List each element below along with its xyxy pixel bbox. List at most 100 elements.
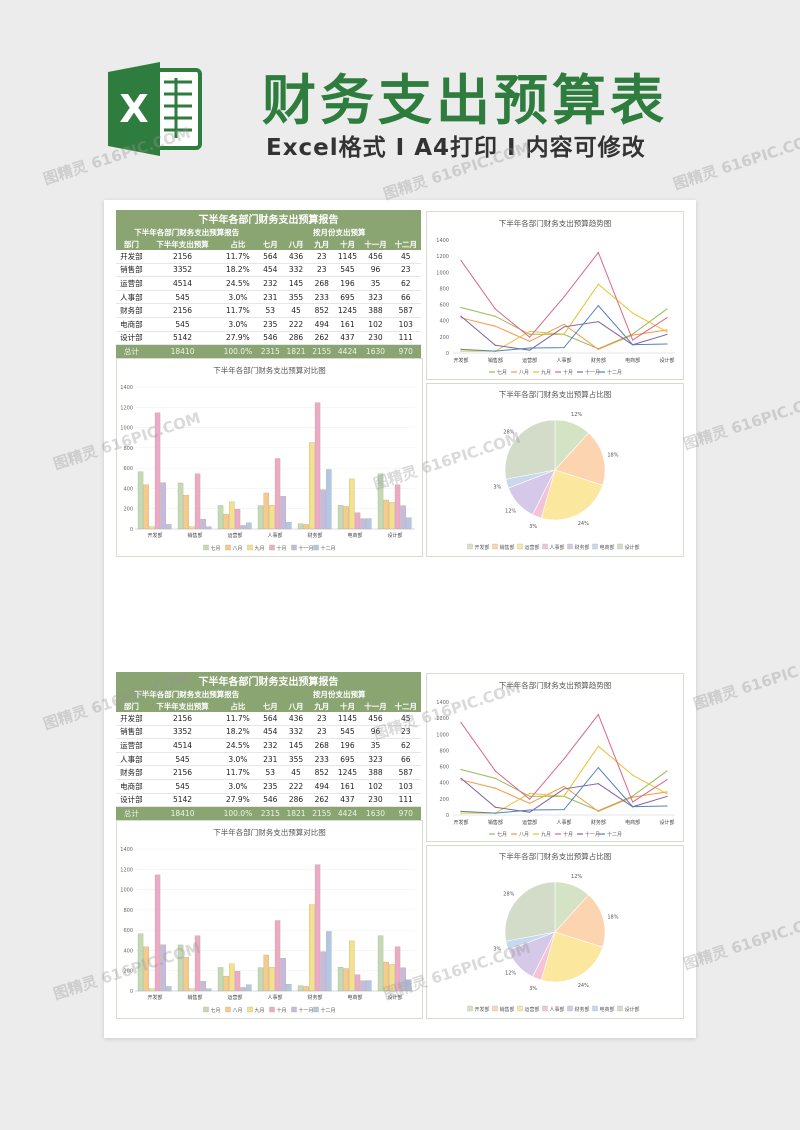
pie-data-label: 18% xyxy=(607,452,618,458)
total-cell: 18410 xyxy=(146,806,219,820)
table-cell: 2156 xyxy=(146,250,219,264)
y-tick-label: 400 xyxy=(123,486,133,492)
y-tick-label: 1000 xyxy=(120,888,133,894)
pie-slice-销售部 xyxy=(554,432,606,486)
table-row: 电商部 545 3.0% 235 222 494 161 102 103 xyxy=(116,317,421,332)
legend-label: 十二月 xyxy=(607,831,622,838)
column-header: 七月 xyxy=(257,238,284,250)
table-cell: 454 xyxy=(257,263,284,278)
line-point xyxy=(460,810,462,812)
line-chart-title: 下半年各部门财务支出预算趋势图 xyxy=(498,681,612,690)
legend-label: 电商部 xyxy=(600,1006,615,1013)
table-cell: 103 xyxy=(390,779,421,794)
total-cell: 总计 xyxy=(116,344,147,358)
bar-运营部-八月 xyxy=(223,976,229,992)
table-cell: 35 xyxy=(360,276,391,291)
legend-label: 八月 xyxy=(233,546,243,552)
table-cell: 人事部 xyxy=(116,290,147,305)
legend-label: 八月 xyxy=(519,832,529,838)
legend-swatch xyxy=(247,544,253,551)
table-cell: 436 xyxy=(283,250,309,264)
y-tick-label: 600 xyxy=(439,303,449,309)
legend-label: 人事部 xyxy=(550,544,565,551)
y-tick-label: 200 xyxy=(123,507,133,513)
series-line-十二月 xyxy=(460,304,668,352)
line-point xyxy=(632,339,634,341)
pie-data-label: 28% xyxy=(503,892,514,898)
line-point xyxy=(597,783,599,785)
line-point xyxy=(529,340,531,342)
line-point xyxy=(597,767,599,769)
bar-人事部-十一月 xyxy=(280,496,286,530)
table-cell: 111 xyxy=(390,793,421,808)
bar-财务部-九月 xyxy=(309,442,315,530)
line-point xyxy=(460,306,462,309)
line-point xyxy=(563,758,565,760)
bar-chart-panel: 下半年各部门财务支出预算对比图 0 200 400 600 800 1000 1200 1400… xyxy=(116,820,423,1019)
table-group-header: 下半年各部门财务支出预算报告 xyxy=(116,226,258,238)
table-cell: 3.0% xyxy=(218,779,258,794)
table-cell: 设计部 xyxy=(116,331,147,346)
legend-swatch xyxy=(567,543,573,550)
table-row: 财务部 2156 11.7% 53 45 852 1245 388 587 xyxy=(116,765,421,780)
line-point xyxy=(460,721,462,724)
total-cell: 1821 xyxy=(283,344,309,358)
table-cell: 222 xyxy=(283,779,309,794)
x-tick-label: 设计部 xyxy=(387,532,402,539)
line-point xyxy=(632,806,634,808)
bar-电商部-九月 xyxy=(349,940,355,992)
legend-swatch xyxy=(592,1005,598,1012)
table-cell: 695 xyxy=(334,752,361,767)
pie-data-label: 24% xyxy=(578,983,589,989)
line-point xyxy=(632,795,634,797)
legend-swatch xyxy=(467,1005,473,1012)
total-cell: 100.0% xyxy=(218,344,258,358)
line-point xyxy=(563,809,565,811)
legend-label: 开发部 xyxy=(475,544,490,551)
table-cell: 161 xyxy=(334,779,361,794)
total-cell: 2155 xyxy=(308,344,335,358)
legend-swatch xyxy=(517,1005,523,1012)
bar-财务部-七月 xyxy=(297,985,304,992)
column-header: 占比 xyxy=(218,238,258,250)
watermark: 图精灵 616PIC.COM xyxy=(681,908,800,974)
legend-swatch xyxy=(617,1005,623,1012)
line-point xyxy=(597,283,599,285)
line-point xyxy=(529,333,531,335)
bar-运营部-十一月 xyxy=(240,525,246,530)
table-cell: 268 xyxy=(308,276,335,291)
line-point xyxy=(460,350,462,352)
table-cell: 355 xyxy=(283,752,309,767)
table-cell: 45 xyxy=(390,712,421,726)
table-cell: 286 xyxy=(283,793,309,808)
table-cell: 546 xyxy=(257,331,284,346)
table-cell: 545 xyxy=(334,263,361,278)
line-point xyxy=(460,259,462,262)
table-cell: 62 xyxy=(390,276,421,291)
table-cell: 232 xyxy=(257,276,284,291)
table-cell: 332 xyxy=(283,725,309,740)
column-header: 九月 xyxy=(308,700,335,712)
bar-人事部-七月 xyxy=(257,967,264,992)
line-point xyxy=(460,812,462,814)
table-cell: 222 xyxy=(283,317,309,332)
legend-label: 十一月 xyxy=(585,369,600,376)
legend-label: 财务部 xyxy=(575,1006,590,1013)
bar-财务部-十月 xyxy=(314,402,321,530)
bar-运营部-十月 xyxy=(234,970,241,992)
column-header: 占比 xyxy=(218,700,258,712)
x-tick-label: 运营部 xyxy=(227,994,242,1001)
bar-财务部-八月 xyxy=(303,986,309,992)
table-cell: 587 xyxy=(390,765,421,780)
table-row: 设计部 5142 27.9% 546 286 262 437 230 111 xyxy=(116,793,421,808)
y-tick-label: 200 xyxy=(439,335,449,341)
table-cell: 161 xyxy=(334,317,361,332)
x-tick-label: 开发部 xyxy=(453,819,468,826)
table-cell: 695 xyxy=(334,290,361,305)
table-cell: 3.0% xyxy=(218,752,258,767)
table-cell: 27.9% xyxy=(218,331,258,346)
table-cell: 24.5% xyxy=(218,276,258,291)
line-point xyxy=(666,317,668,319)
legend-label: 十月 xyxy=(277,545,287,552)
table-cell: 开发部 xyxy=(116,250,147,264)
